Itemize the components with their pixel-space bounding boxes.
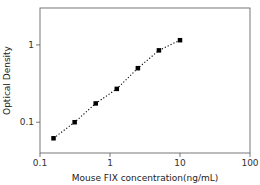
x-tick-label: 1	[107, 158, 113, 168]
data-point	[157, 48, 162, 53]
x-axis-label: Mouse FIX concentration(ng/mL)	[72, 173, 219, 183]
y-tick	[36, 122, 40, 123]
data-point	[51, 136, 56, 141]
x-tick	[180, 153, 181, 157]
data-point	[178, 38, 183, 43]
x-tick	[110, 153, 111, 157]
x-tick-label: 10	[174, 158, 186, 168]
data-group	[51, 38, 182, 141]
x-tick	[250, 153, 251, 157]
data-point	[136, 66, 141, 71]
plot-frame	[40, 8, 250, 153]
data-point	[115, 87, 120, 92]
data-line	[54, 40, 180, 138]
data-point	[93, 101, 98, 106]
y-tick-label: 1	[28, 40, 34, 50]
chart-container: 0.1 1 10 100 0.1 1 Mouse FIX concentration(ng/…	[0, 0, 260, 185]
x-tick-label: 0.1	[33, 158, 47, 168]
y-tick	[36, 44, 40, 45]
y-tick-label: 0.1	[20, 117, 34, 127]
x-tick-label: 100	[241, 158, 258, 168]
chart-svg: 0.1 1 10 100 0.1 1 Mouse FIX concentration(ng/…	[0, 0, 260, 185]
y-axis-label: Optical Density	[2, 45, 12, 115]
x-tick	[40, 153, 41, 157]
data-point	[72, 120, 77, 125]
